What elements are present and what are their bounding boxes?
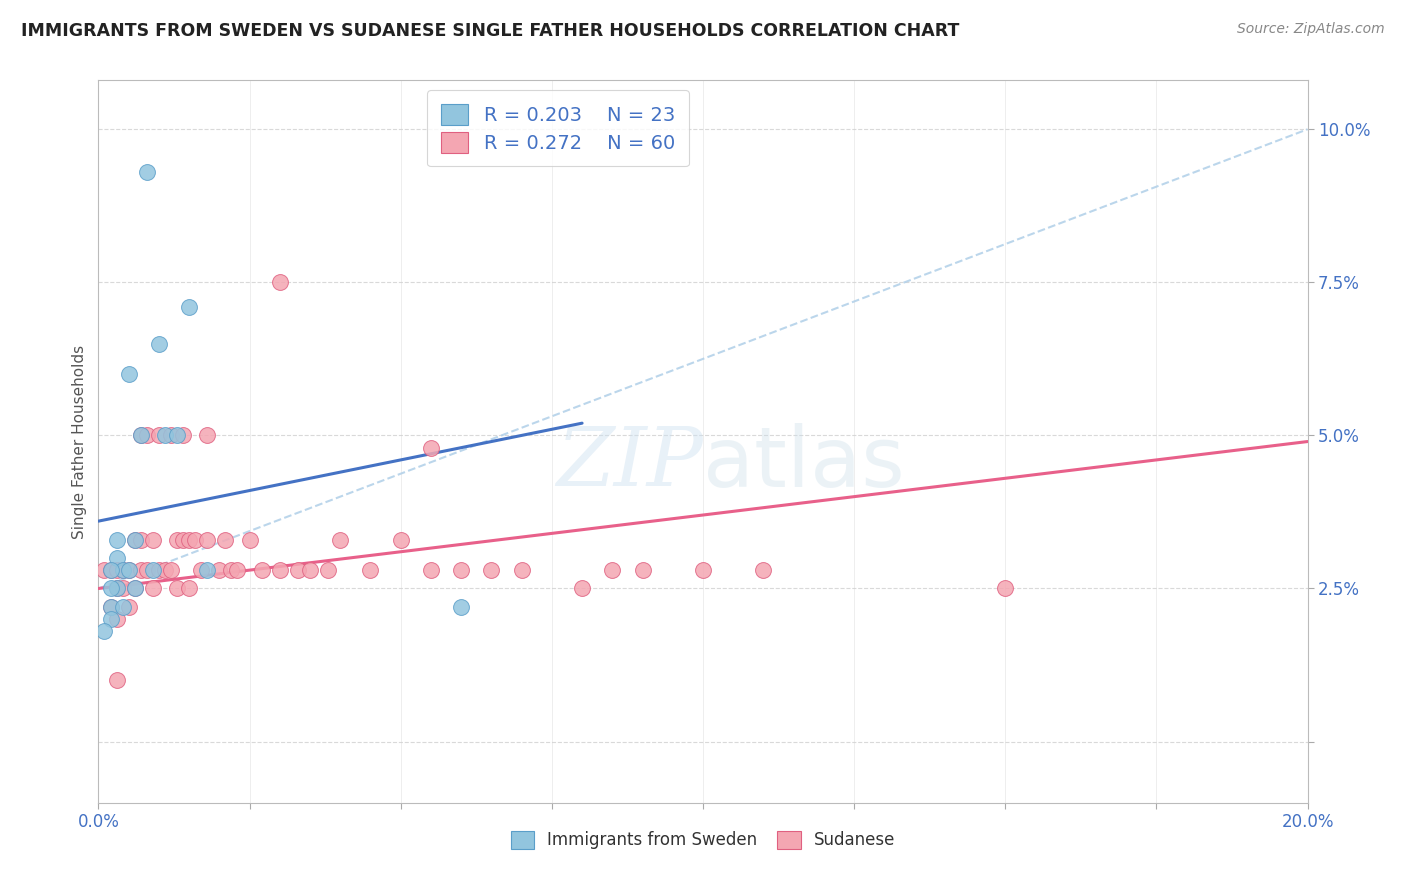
Point — [184, 533, 207, 547]
Point — [135, 428, 157, 442]
Point — [631, 563, 654, 577]
Point — [389, 533, 412, 547]
Point — [118, 367, 141, 381]
Point — [153, 428, 176, 442]
Point — [329, 533, 352, 547]
Point — [250, 563, 273, 577]
Point — [195, 563, 218, 577]
Legend: Immigrants from Sweden, Sudanese: Immigrants from Sweden, Sudanese — [501, 821, 905, 860]
Point — [100, 612, 122, 626]
Point — [752, 563, 775, 577]
Point — [420, 563, 443, 577]
Point — [129, 533, 152, 547]
Point — [208, 563, 231, 577]
Point — [148, 336, 170, 351]
Point — [269, 276, 291, 290]
Point — [571, 582, 593, 596]
Point — [142, 533, 165, 547]
Point — [142, 582, 165, 596]
Point — [994, 582, 1017, 596]
Text: Source: ZipAtlas.com: Source: ZipAtlas.com — [1237, 22, 1385, 37]
Point — [160, 428, 183, 442]
Point — [118, 563, 141, 577]
Point — [190, 563, 212, 577]
Point — [166, 533, 188, 547]
Point — [129, 428, 152, 442]
Point — [287, 563, 309, 577]
Point — [105, 533, 128, 547]
Y-axis label: Single Father Households: Single Father Households — [72, 344, 87, 539]
Point — [105, 563, 128, 577]
Point — [166, 582, 188, 596]
Point — [100, 599, 122, 614]
Point — [226, 563, 249, 577]
Point — [124, 582, 146, 596]
Text: atlas: atlas — [703, 423, 904, 504]
Point — [299, 563, 322, 577]
Point — [153, 563, 176, 577]
Point — [602, 563, 624, 577]
Point — [124, 533, 146, 547]
Point — [179, 533, 201, 547]
Text: IMMIGRANTS FROM SWEDEN VS SUDANESE SINGLE FATHER HOUSEHOLDS CORRELATION CHART: IMMIGRANTS FROM SWEDEN VS SUDANESE SINGL… — [21, 22, 959, 40]
Point — [269, 563, 291, 577]
Point — [105, 582, 128, 596]
Point — [111, 563, 134, 577]
Point — [420, 441, 443, 455]
Point — [105, 612, 128, 626]
Point — [100, 563, 122, 577]
Point — [135, 165, 157, 179]
Point — [179, 582, 201, 596]
Point — [100, 563, 122, 577]
Point — [111, 563, 134, 577]
Point — [93, 624, 115, 639]
Point — [124, 582, 146, 596]
Point — [100, 582, 122, 596]
Point — [450, 563, 472, 577]
Point — [148, 428, 170, 442]
Point — [692, 563, 714, 577]
Point — [360, 563, 382, 577]
Point — [105, 550, 128, 565]
Point — [172, 533, 194, 547]
Point — [118, 563, 141, 577]
Point — [160, 563, 183, 577]
Point — [129, 428, 152, 442]
Point — [166, 428, 188, 442]
Point — [105, 673, 128, 688]
Point — [124, 533, 146, 547]
Text: ZIP: ZIP — [557, 423, 703, 503]
Point — [135, 563, 157, 577]
Point — [111, 599, 134, 614]
Point — [195, 428, 218, 442]
Point — [129, 563, 152, 577]
Point — [179, 300, 201, 314]
Point — [172, 428, 194, 442]
Point — [316, 563, 339, 577]
Point — [118, 599, 141, 614]
Point — [221, 563, 243, 577]
Point — [195, 533, 218, 547]
Point — [214, 533, 236, 547]
Point — [148, 563, 170, 577]
Point — [510, 563, 533, 577]
Point — [105, 582, 128, 596]
Point — [93, 563, 115, 577]
Point — [111, 582, 134, 596]
Point — [100, 599, 122, 614]
Point — [142, 563, 165, 577]
Point — [450, 599, 472, 614]
Point — [239, 533, 262, 547]
Point — [481, 563, 503, 577]
